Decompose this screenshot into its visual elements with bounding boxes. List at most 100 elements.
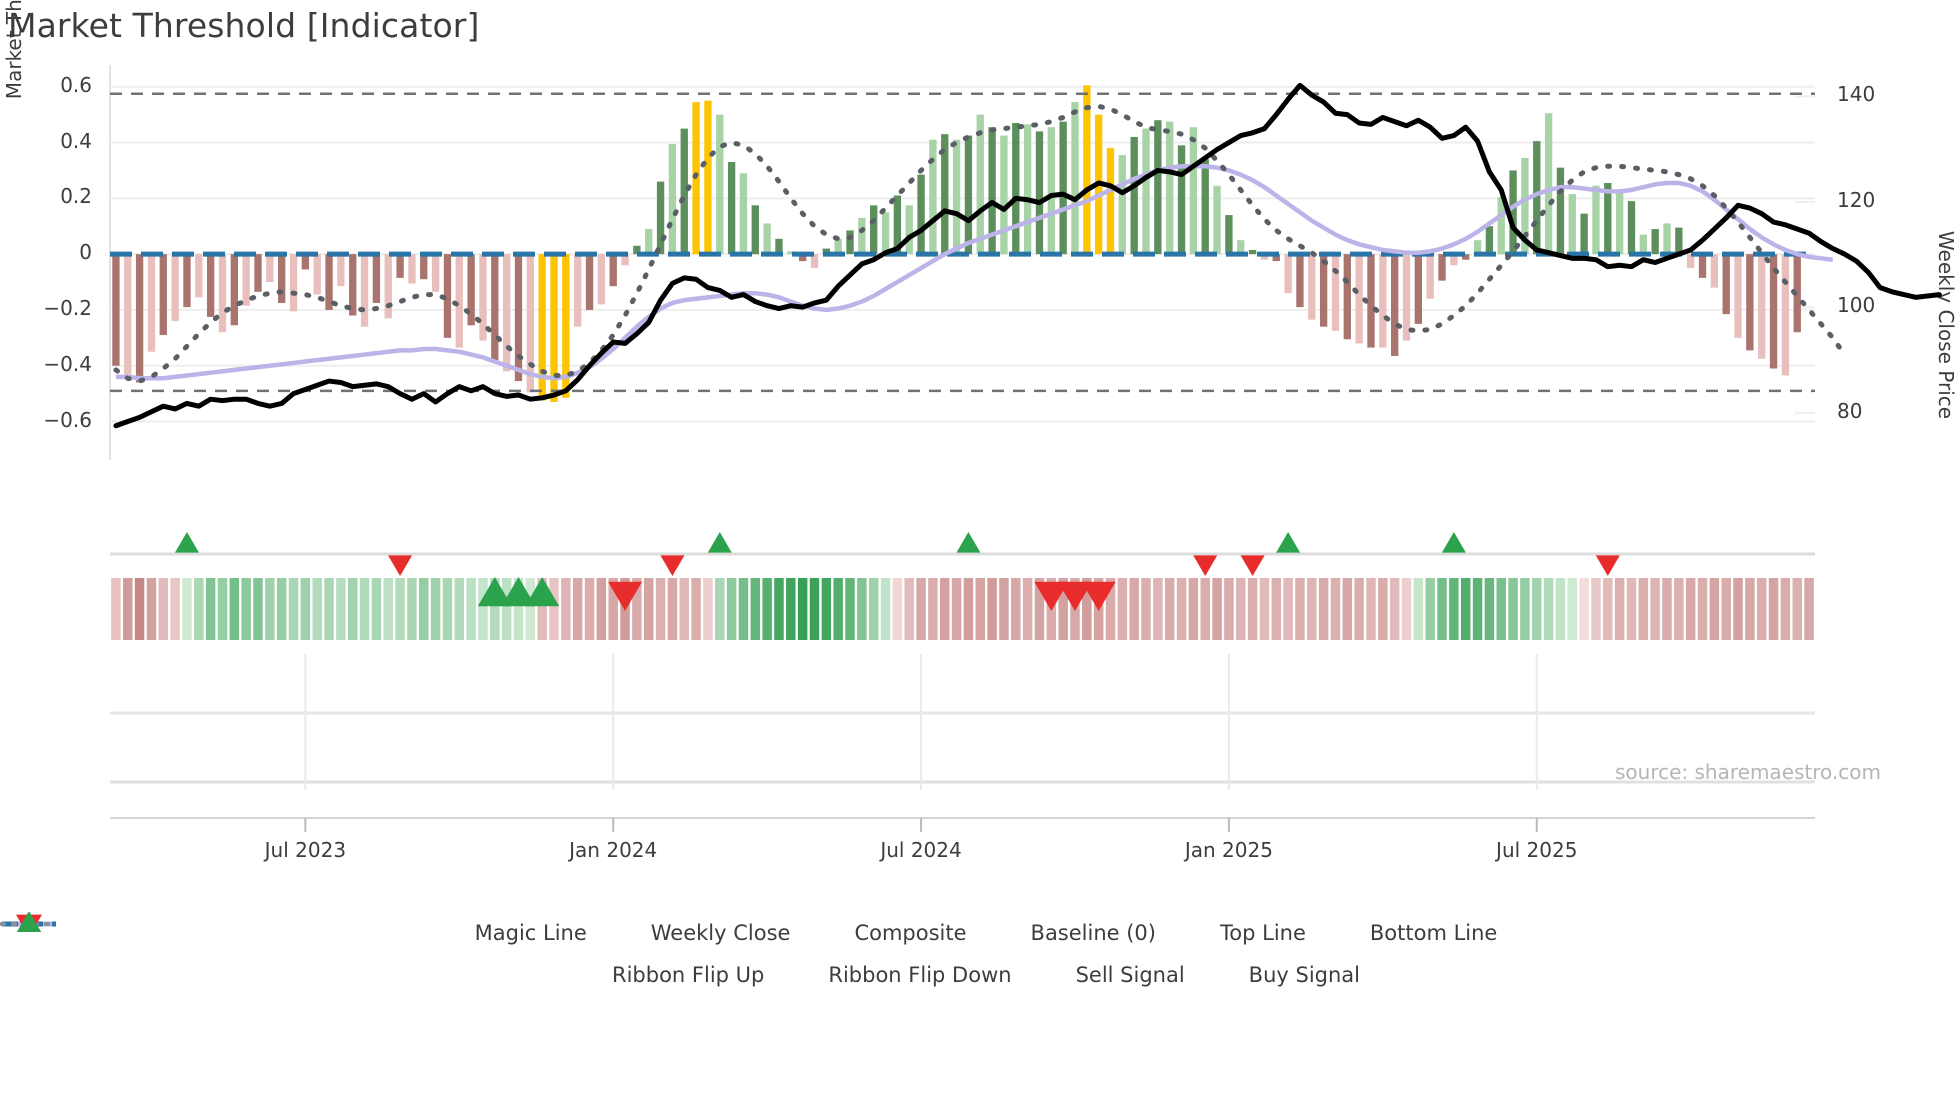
ribbon-cell	[549, 578, 559, 640]
histogram-bar	[195, 254, 203, 298]
histogram-bar	[1462, 254, 1470, 260]
ribbon-cell	[158, 578, 169, 640]
histogram-bar	[147, 254, 156, 352]
ribbon-cell	[679, 578, 689, 640]
x-tick-label: Jan 2025	[1184, 838, 1273, 862]
histogram-bar	[1201, 159, 1209, 255]
histogram-bar	[964, 135, 973, 255]
weekly-close-line	[113, 82, 1942, 429]
histogram-bar	[609, 254, 617, 287]
ribbon-cell	[1307, 578, 1317, 640]
legend-label: Magic Line	[474, 921, 587, 945]
ribbon-cell	[643, 578, 654, 640]
ribbon-cell	[324, 578, 334, 640]
ribbon-cell	[1768, 578, 1779, 640]
legend-item-line-0[interactable]: Magic Line	[0, 921, 587, 945]
ribbon-flip-down-marker	[1595, 555, 1620, 576]
histogram-bar	[810, 254, 819, 269]
histogram-bar	[1189, 127, 1198, 255]
legend-item-line-4[interactable]: Top Line	[0, 921, 1306, 945]
histogram-bar	[443, 254, 452, 338]
ribbon-cell	[419, 578, 429, 640]
histogram-bar	[1568, 194, 1576, 255]
y-tick-label-left: −0.4	[43, 351, 92, 376]
ribbon-cell	[430, 578, 441, 640]
legend-item-marker-1[interactable]: Ribbon Flip Down	[19, 916, 1012, 987]
histogram-bar	[502, 254, 511, 372]
ribbon-cell	[916, 578, 926, 640]
y-tick-label-left: −0.6	[43, 407, 92, 432]
dotted-line-icon	[0, 922, 58, 926]
ribbon-cell	[513, 578, 524, 640]
ribbon-cell	[454, 578, 465, 640]
ribbon-cell	[821, 578, 832, 640]
histogram-bar	[420, 254, 428, 280]
ribbon-cell	[1484, 578, 1495, 640]
ribbon-cell	[1082, 578, 1092, 640]
histogram-bar	[1450, 254, 1458, 266]
histogram-bar	[846, 230, 854, 255]
histogram-bar	[254, 254, 262, 292]
buy-signal-marker	[501, 577, 536, 607]
histogram-bar	[1390, 254, 1399, 356]
histogram-bar	[870, 205, 878, 255]
legend-item-line-5[interactable]: Bottom Line	[0, 921, 1497, 945]
ribbon-cell	[1283, 578, 1293, 640]
ribbon-cell	[1650, 578, 1660, 640]
ribbon-cell	[1212, 578, 1222, 640]
ribbon-cell	[1555, 578, 1566, 640]
histogram-bar	[1675, 227, 1683, 255]
ribbon-flip-down-marker	[388, 555, 413, 576]
ribbon-cell	[1472, 578, 1483, 640]
histogram-bar	[1521, 157, 1529, 255]
ribbon-cell	[1626, 578, 1637, 640]
ribbon-cell	[845, 578, 855, 640]
chart-legend: Magic Line Weekly Close Composite Baseline …	[0, 912, 1960, 996]
histogram-bar	[1604, 182, 1612, 255]
ribbon-cell	[194, 578, 204, 640]
histogram-bar	[1627, 201, 1636, 255]
sell-signal-marker	[1034, 581, 1069, 611]
ribbon-cell	[1638, 578, 1649, 640]
ribbon-cell	[1342, 578, 1353, 640]
histogram-bar	[1142, 128, 1150, 255]
histogram-bar	[1000, 135, 1008, 255]
ribbon-cell	[1259, 578, 1270, 640]
histogram-bar	[633, 245, 641, 255]
legend-item-marker-0[interactable]: Ribbon Flip Up	[19, 914, 765, 987]
legend-label: Top Line	[1220, 921, 1306, 945]
histogram-bar	[1687, 254, 1695, 269]
histogram-bar	[384, 254, 392, 319]
ribbon-cell	[1389, 578, 1400, 640]
ribbon-cell	[170, 578, 180, 640]
histogram-bar	[431, 254, 440, 292]
ribbon-cell	[1579, 578, 1589, 640]
ribbon-cell	[217, 578, 228, 640]
ribbon-flip-up-marker	[174, 532, 199, 553]
legend-item-line-1[interactable]: Weekly Close	[2, 921, 790, 945]
legend-item-marker-3[interactable]: Buy Signal	[16, 912, 1360, 987]
legend-label: Ribbon Flip Up	[612, 963, 765, 987]
legend-item-marker-2[interactable]: Sell Signal	[16, 914, 1185, 987]
histogram-bar	[278, 254, 286, 303]
histogram-bar	[680, 128, 688, 255]
histogram-bar	[1698, 254, 1707, 278]
histogram-bar	[538, 254, 546, 401]
histogram-bar	[1414, 254, 1423, 324]
ribbon-cell	[395, 578, 405, 640]
ribbon-cell	[1236, 578, 1246, 640]
source-note: source: sharemaestro.com	[1615, 760, 1881, 784]
ribbon-cell	[1295, 578, 1305, 640]
ribbon-cell	[1247, 578, 1258, 640]
ribbon-cell	[928, 578, 938, 640]
ribbon-cell	[134, 578, 145, 640]
ribbon-cell	[1543, 578, 1554, 640]
ribbon-cell	[774, 578, 784, 640]
legend-item-line-3[interactable]: Baseline (0)	[2, 921, 1156, 945]
legend-item-line-2[interactable]: Composite	[2, 921, 967, 945]
histogram-bar	[301, 254, 310, 270]
histogram-bar	[514, 254, 523, 382]
x-tick-label: Jul 2025	[1496, 838, 1578, 862]
ribbon-cell	[336, 578, 346, 640]
